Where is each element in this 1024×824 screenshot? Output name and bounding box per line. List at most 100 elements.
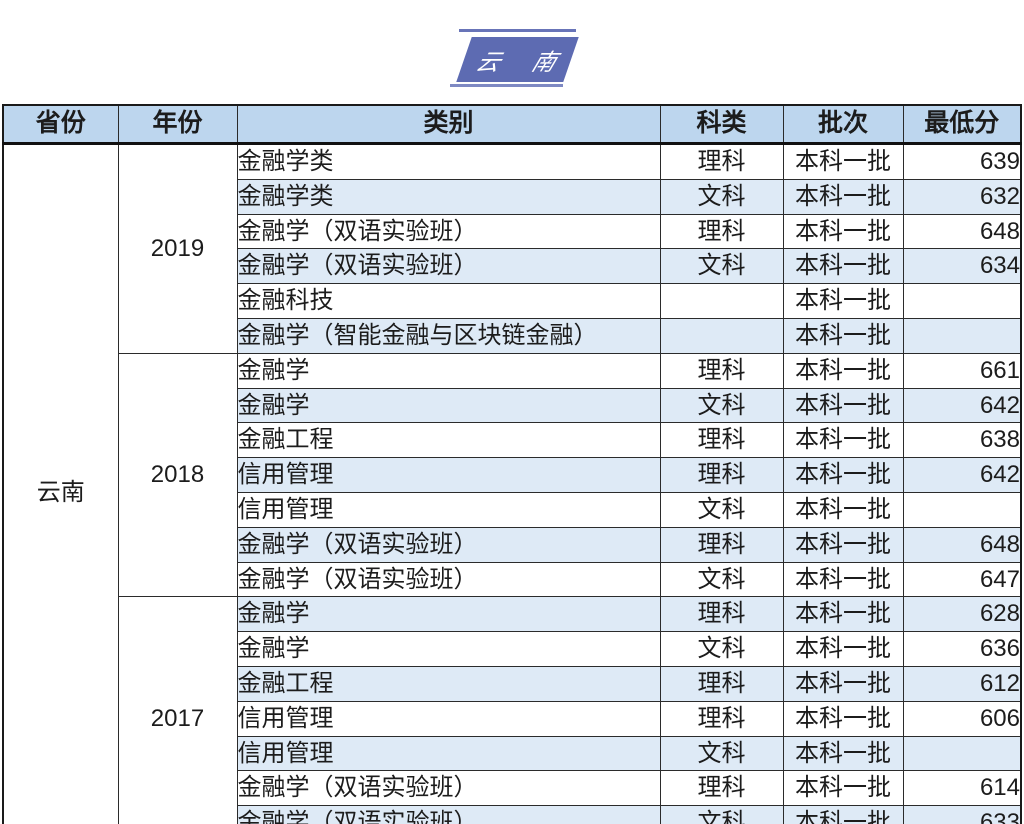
- header-category: 类别: [236, 104, 661, 145]
- score-cell: 628: [902, 596, 1022, 633]
- table-row: 信用管理 理科 本科一批 642: [3, 457, 1022, 493]
- score-cell: [902, 317, 1022, 354]
- subject-cell: 理科: [659, 596, 784, 633]
- score-cell: [902, 283, 1022, 319]
- badge-top-rule: [459, 29, 576, 32]
- subject-cell: 文科: [659, 631, 784, 667]
- badge-bottom-rule: [450, 84, 563, 87]
- header-row: 省份 年份 类别 科类 批次 最低分: [2, 104, 1022, 145]
- category-cell: 信用管理: [236, 457, 661, 493]
- subject-cell: 文科: [659, 491, 784, 528]
- table-row: 2018 金融学 理科 本科一批 661: [3, 352, 1022, 598]
- table-row: 金融学类 文科 本科一批 632: [3, 178, 1022, 215]
- subject-cell: 理科: [659, 352, 784, 389]
- subject-cell: 文科: [659, 805, 784, 824]
- year-cell: 2017: [117, 596, 238, 824]
- batch-cell: 本科一批: [782, 422, 904, 459]
- batch-cell: 本科一批: [782, 526, 904, 563]
- subject-cell: 理科: [659, 422, 784, 459]
- header-min-score: 最低分: [902, 104, 1022, 145]
- subject-cell: 理科: [659, 770, 784, 807]
- score-cell: 648: [902, 213, 1022, 250]
- table-row: 金融工程 理科 本科一批 638: [3, 422, 1022, 459]
- table-row: 金融学（双语实验班） 文科 本科一批 633: [3, 805, 1022, 824]
- table-row: 金融学（双语实验班） 文科 本科一批 634: [3, 248, 1022, 285]
- subject-cell: 文科: [659, 561, 784, 598]
- subject-cell: [659, 317, 784, 354]
- category-cell: 金融工程: [236, 422, 661, 459]
- table-row: 金融学 文科 本科一批 642: [3, 387, 1022, 424]
- score-cell: 633: [902, 805, 1022, 824]
- batch-cell: 本科一批: [782, 631, 904, 667]
- category-cell: 金融学: [236, 631, 661, 667]
- province-cell: 云南: [2, 142, 119, 824]
- subject-cell: 理科: [659, 526, 784, 563]
- score-cell: 632: [902, 178, 1022, 215]
- header-province: 省份: [2, 104, 119, 145]
- category-cell: 金融学类: [236, 178, 661, 215]
- category-cell: 金融学（双语实验班）: [236, 561, 661, 598]
- year-cell: 2019: [117, 143, 238, 354]
- batch-cell: 本科一批: [782, 770, 904, 807]
- category-cell: 金融学: [236, 352, 661, 389]
- batch-cell: 本科一批: [782, 491, 904, 528]
- table-row: 金融科技 本科一批: [3, 283, 1022, 319]
- category-cell: 金融学: [236, 596, 661, 633]
- batch-cell: 本科一批: [782, 178, 904, 215]
- table-row: 云南 2019 金融学类 理科 本科一批 639: [2, 142, 1022, 824]
- subject-cell: 理科: [659, 700, 784, 737]
- batch-cell: 本科一批: [782, 352, 904, 389]
- category-cell: 金融科技: [236, 283, 661, 319]
- batch-cell: 本科一批: [782, 665, 904, 702]
- table-row: 2017 金融学 理科 本科一批 628: [3, 596, 1022, 824]
- score-cell: 634: [902, 248, 1022, 285]
- score-cell: [902, 735, 1022, 772]
- category-cell: 信用管理: [236, 700, 661, 737]
- score-cell: 638: [902, 422, 1022, 459]
- table-row: 信用管理 文科 本科一批: [3, 735, 1022, 772]
- batch-cell: 本科一批: [782, 387, 904, 424]
- subject-cell: 理科: [659, 143, 784, 180]
- subject-cell: 理科: [659, 457, 784, 493]
- province-badge-label: 云 南: [473, 48, 574, 75]
- category-cell: 金融学（双语实验班）: [236, 248, 661, 285]
- batch-cell: 本科一批: [782, 596, 904, 633]
- subject-cell: 文科: [659, 387, 784, 424]
- table-row: 信用管理 理科 本科一批 606: [3, 700, 1022, 737]
- batch-cell: 本科一批: [782, 700, 904, 737]
- header-year: 年份: [117, 104, 238, 145]
- batch-cell: 本科一批: [782, 457, 904, 493]
- score-cell: 614: [902, 770, 1022, 807]
- subject-cell: 理科: [659, 213, 784, 250]
- subject-cell: [659, 283, 784, 319]
- score-cell: 642: [902, 387, 1022, 424]
- subject-cell: 文科: [659, 248, 784, 285]
- batch-cell: 本科一批: [782, 283, 904, 319]
- header-subject: 科类: [659, 104, 784, 145]
- admission-scores-table: 省份 年份 类别 科类 批次 最低分 云南 2019 金融学类 理科 本科一批 …: [2, 104, 1022, 824]
- subject-cell: 文科: [659, 735, 784, 772]
- category-cell: 金融工程: [236, 665, 661, 702]
- score-cell: 661: [902, 352, 1022, 389]
- score-cell: 639: [902, 143, 1022, 180]
- category-cell: 金融学（双语实验班）: [236, 526, 661, 563]
- table-row: 金融学（双语实验班） 文科 本科一批 647: [3, 561, 1022, 598]
- subject-cell: 文科: [659, 178, 784, 215]
- table-row: 金融工程 理科 本科一批 612: [3, 665, 1022, 702]
- batch-cell: 本科一批: [782, 143, 904, 180]
- score-cell: 648: [902, 526, 1022, 563]
- category-cell: 金融学（智能金融与区块链金融）: [236, 317, 661, 354]
- score-cell: 636: [902, 631, 1022, 667]
- batch-cell: 本科一批: [782, 317, 904, 354]
- score-cell: 606: [902, 700, 1022, 737]
- subject-cell: 理科: [659, 665, 784, 702]
- province-badge: 云 南: [456, 37, 579, 82]
- header-batch: 批次: [782, 104, 904, 145]
- batch-cell: 本科一批: [782, 248, 904, 285]
- category-cell: 金融学（双语实验班）: [236, 770, 661, 807]
- score-cell: 612: [902, 665, 1022, 702]
- table-row: 金融学（双语实验班） 理科 本科一批 648: [3, 526, 1022, 563]
- score-cell: 642: [902, 457, 1022, 493]
- year-cell: 2018: [117, 352, 238, 598]
